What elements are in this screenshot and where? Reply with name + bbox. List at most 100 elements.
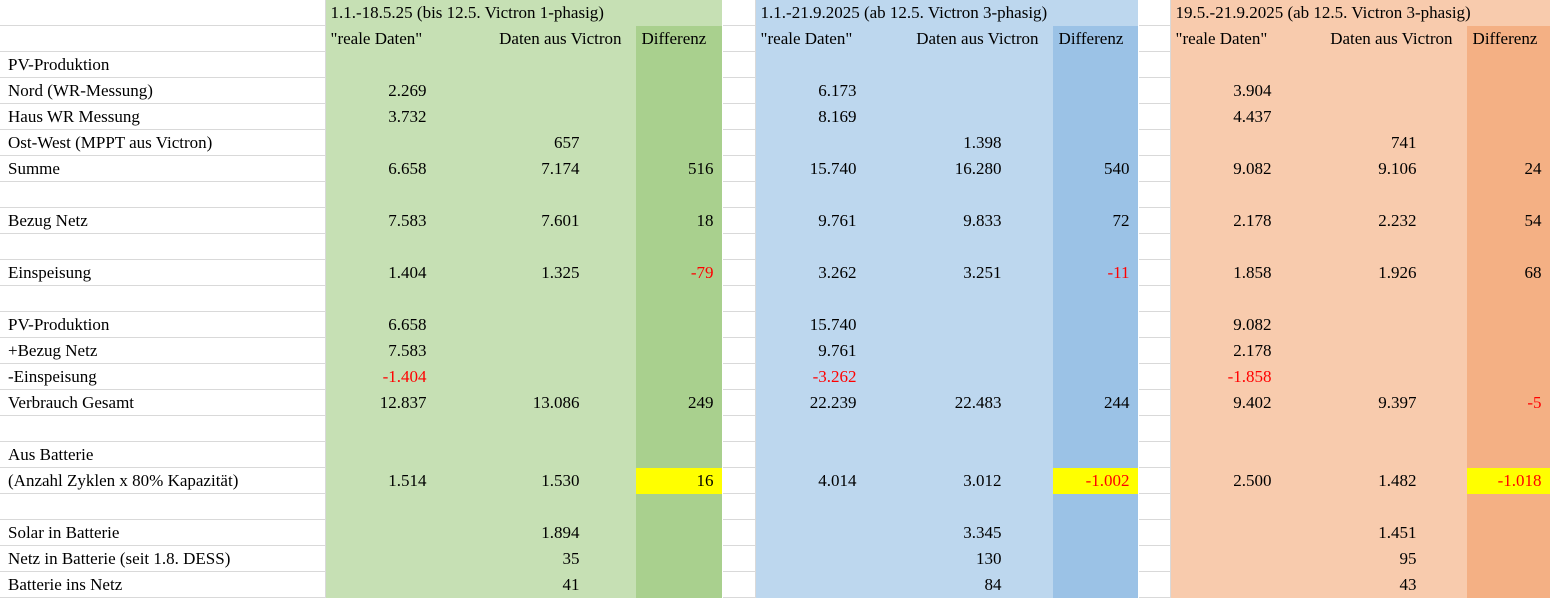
value-cell: 4.014 bbox=[755, 467, 866, 494]
cell bbox=[1053, 415, 1139, 442]
cell bbox=[1138, 363, 1171, 390]
cell bbox=[1280, 337, 1426, 364]
value-cell: 1.858 bbox=[1170, 259, 1281, 286]
cell bbox=[1138, 441, 1171, 468]
cell bbox=[435, 51, 588, 78]
value-cell: 1.894 bbox=[435, 519, 588, 546]
cell bbox=[1425, 545, 1468, 572]
value-cell: 1.482 bbox=[1280, 467, 1426, 494]
value-cell: 12.837 bbox=[325, 389, 435, 416]
column-header: Differenz bbox=[636, 25, 723, 52]
value-cell: 7.583 bbox=[325, 207, 435, 234]
cell bbox=[1425, 415, 1468, 442]
cell bbox=[1138, 233, 1171, 260]
cell bbox=[435, 363, 588, 390]
cell bbox=[588, 285, 636, 312]
value-cell: 7.174 bbox=[435, 155, 588, 182]
cell bbox=[865, 415, 1011, 442]
row: Solar in Batterie 1.894 3.345 1.451 bbox=[0, 519, 1550, 546]
row-label: -Einspeisung bbox=[0, 363, 326, 390]
cell bbox=[1425, 129, 1468, 156]
cell bbox=[865, 311, 1011, 338]
cell bbox=[1280, 363, 1426, 390]
group-title: 19.5.-21.9.2025 (ab 12.5. Victron 3-phas… bbox=[1170, 0, 1550, 26]
cell bbox=[1010, 467, 1054, 494]
value-cell: 7.601 bbox=[435, 207, 588, 234]
cell bbox=[1467, 311, 1550, 338]
cell bbox=[722, 207, 756, 234]
cell bbox=[1053, 103, 1139, 130]
cell bbox=[1170, 493, 1281, 520]
cell bbox=[1138, 129, 1171, 156]
row-label: Bezug Netz bbox=[0, 207, 326, 234]
cell bbox=[755, 51, 866, 78]
value-cell: 9.761 bbox=[755, 337, 866, 364]
row: Summe 6.658 7.174 516 15.740 16.280 540 9.082 9.… bbox=[0, 155, 1550, 182]
cell bbox=[1138, 415, 1171, 442]
cell bbox=[1425, 259, 1468, 286]
cell bbox=[325, 545, 435, 572]
cell bbox=[755, 233, 866, 260]
row-label: Ost-West (MPPT aus Victron) bbox=[0, 129, 326, 156]
cell bbox=[755, 441, 866, 468]
row: +Bezug Netz 7.583 9.761 2.178 bbox=[0, 337, 1550, 364]
cell bbox=[636, 571, 723, 598]
cell bbox=[1010, 51, 1054, 78]
cell bbox=[1010, 389, 1054, 416]
cell bbox=[0, 415, 326, 442]
cell bbox=[0, 0, 326, 26]
column-header: Daten aus Victron bbox=[865, 25, 1054, 52]
cell bbox=[1053, 519, 1139, 546]
cell bbox=[1010, 207, 1054, 234]
cell bbox=[588, 337, 636, 364]
value-cell: 15.740 bbox=[755, 311, 866, 338]
cell bbox=[1138, 545, 1171, 572]
cell bbox=[1010, 103, 1054, 130]
value-cell: 15.740 bbox=[755, 155, 866, 182]
cell bbox=[588, 233, 636, 260]
cell bbox=[1467, 519, 1550, 546]
cell bbox=[865, 441, 1011, 468]
cell bbox=[755, 285, 866, 312]
cell bbox=[1010, 259, 1054, 286]
row bbox=[0, 285, 1550, 312]
cell bbox=[865, 181, 1011, 208]
value-cell: 9.402 bbox=[1170, 389, 1281, 416]
cell bbox=[1138, 51, 1171, 78]
cell bbox=[1280, 103, 1426, 130]
value-cell: 18 bbox=[636, 207, 723, 234]
cell bbox=[1138, 493, 1171, 520]
cell bbox=[1053, 181, 1139, 208]
row-label: Summe bbox=[0, 155, 326, 182]
cell bbox=[755, 493, 866, 520]
cell bbox=[1053, 363, 1139, 390]
cell bbox=[1467, 545, 1550, 572]
value-cell: 3.251 bbox=[865, 259, 1011, 286]
cell bbox=[435, 285, 588, 312]
cell bbox=[0, 181, 326, 208]
cell bbox=[1467, 337, 1550, 364]
cell bbox=[1010, 545, 1054, 572]
value-cell: -1.002 bbox=[1053, 467, 1139, 494]
cell bbox=[588, 467, 636, 494]
cell bbox=[755, 519, 866, 546]
cell bbox=[588, 415, 636, 442]
value-cell: 9.833 bbox=[865, 207, 1011, 234]
row: 1.1.-18.5.25 (bis 12.5. Victron 1-phasig… bbox=[0, 0, 1550, 26]
value-cell: 41 bbox=[435, 571, 588, 598]
cell bbox=[1425, 181, 1468, 208]
cell bbox=[722, 337, 756, 364]
cell bbox=[865, 285, 1011, 312]
cell bbox=[1010, 285, 1054, 312]
column-header: Differenz bbox=[1467, 25, 1550, 52]
row-label: Solar in Batterie bbox=[0, 519, 326, 546]
cell bbox=[1138, 285, 1171, 312]
cell bbox=[1280, 51, 1426, 78]
cell bbox=[1425, 389, 1468, 416]
row-label: PV-Produktion bbox=[0, 311, 326, 338]
cell bbox=[1280, 77, 1426, 104]
cell bbox=[1425, 337, 1468, 364]
cell bbox=[755, 545, 866, 572]
cell bbox=[1425, 77, 1468, 104]
cell bbox=[1053, 311, 1139, 338]
